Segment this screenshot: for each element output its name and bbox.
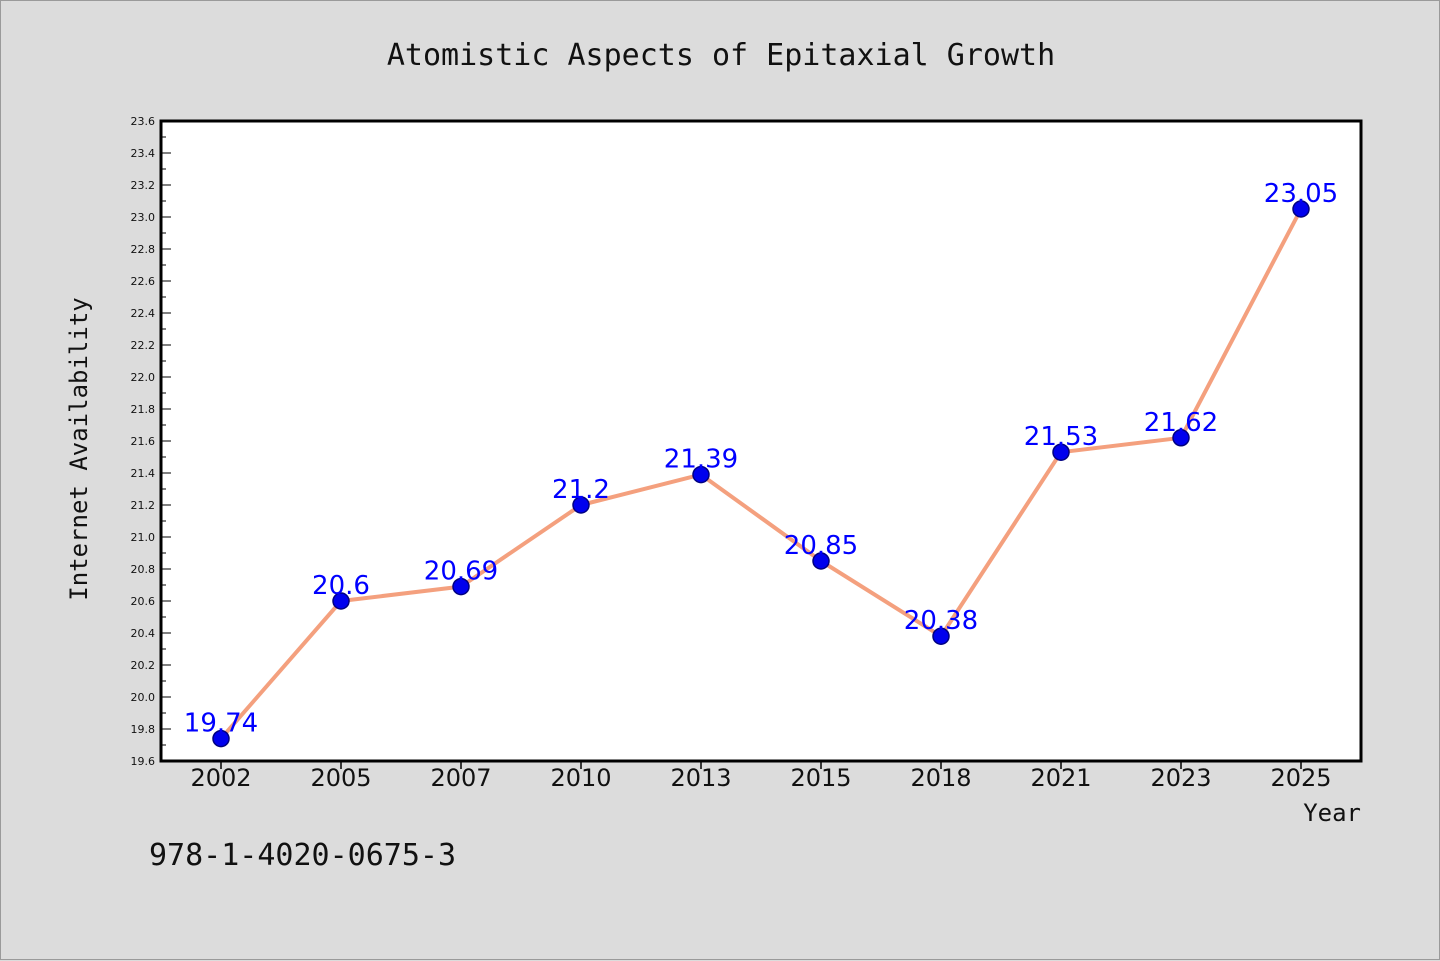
data-point <box>692 465 710 484</box>
data-point <box>452 577 470 596</box>
data-point <box>572 496 590 514</box>
y-tick-label: 20.6 <box>131 595 156 608</box>
y-axis-label: Internet Availability <box>65 297 93 600</box>
x-axis: 2002 2005 2007 2010 2013 2015 2018 2021 2023 2025 <box>190 761 1332 792</box>
data-label: 20.85 <box>784 531 858 561</box>
data-label: 19.74 <box>184 709 258 739</box>
y-tick-label: 22.8 <box>131 243 156 256</box>
data-labels-group: 19.74 20.6 20.69 21.2 21.39 20.85 20.38 21.53 21… <box>184 179 1338 739</box>
x-tick-label: 2018 <box>910 764 971 792</box>
y-tick-label: 21.0 <box>131 531 156 544</box>
y-tick-label: 21.2 <box>131 499 156 512</box>
series-line <box>219 207 1303 741</box>
chart-title: Atomistic Aspects of Epitaxial Growth <box>387 38 1055 73</box>
data-label: 21.2 <box>552 475 610 505</box>
data-label: 21.62 <box>1144 408 1218 438</box>
data-point <box>1292 200 1310 218</box>
y-tick-label: 20.4 <box>131 627 156 640</box>
x-tick-label: 2021 <box>1030 764 1091 792</box>
y-tick-label: 22.6 <box>131 275 156 288</box>
x-tick-label: 2007 <box>430 764 491 792</box>
x-tick-label: 2002 <box>190 764 251 792</box>
data-label: 23.05 <box>1264 179 1338 209</box>
y-tick-label: 23.0 <box>131 211 156 224</box>
data-point <box>812 552 830 570</box>
x-tick-label: 2005 <box>310 764 371 792</box>
y-tick-label: 23.2 <box>131 179 156 192</box>
data-point <box>1172 429 1190 447</box>
x-axis-label: Year <box>1303 799 1361 827</box>
y-tick-label: 22.4 <box>131 307 156 320</box>
x-tick-label: 2010 <box>550 764 611 792</box>
y-tick-label: 20.8 <box>131 563 156 576</box>
data-point <box>1052 443 1070 461</box>
x-tick-label: 2025 <box>1270 764 1331 792</box>
x-tick-label: 2013 <box>670 764 731 792</box>
y-tick-label: 19.6 <box>131 755 156 768</box>
y-tick-label: 22.2 <box>131 339 156 352</box>
data-label: 21.53 <box>1024 422 1098 452</box>
y-tick-label: 23.6 <box>131 115 156 128</box>
data-point <box>332 592 350 610</box>
series-line-group <box>219 207 1303 741</box>
y-tick-label: 20.0 <box>131 691 156 704</box>
y-tick-label: 21.8 <box>131 403 156 416</box>
y-tick-label: 21.4 <box>131 467 156 480</box>
y-tick-label: 21.6 <box>131 435 156 448</box>
y-tick-label: 22.0 <box>131 371 156 384</box>
footnote-isbn: 978-1-4020-0675-3 <box>149 838 456 873</box>
y-tick-label: 19.8 <box>131 723 156 736</box>
x-tick-label: 2023 <box>1150 764 1211 792</box>
y-tick-label: 20.2 <box>131 659 156 672</box>
data-label: 20.69 <box>424 557 498 587</box>
x-tick-label: 2015 <box>790 764 851 792</box>
markers-group <box>212 200 1310 748</box>
y-tick-label: 23.4 <box>131 147 156 160</box>
data-point <box>932 627 950 645</box>
data-label: 20.6 <box>312 571 370 601</box>
data-label: 20.38 <box>904 606 978 636</box>
data-label: 21.39 <box>664 445 738 475</box>
y-axis: 19.6 19.8 20.0 20.2 20.4 20.6 20.8 21.0 21.2 21.4… <box>131 115 171 768</box>
data-point <box>212 729 230 748</box>
